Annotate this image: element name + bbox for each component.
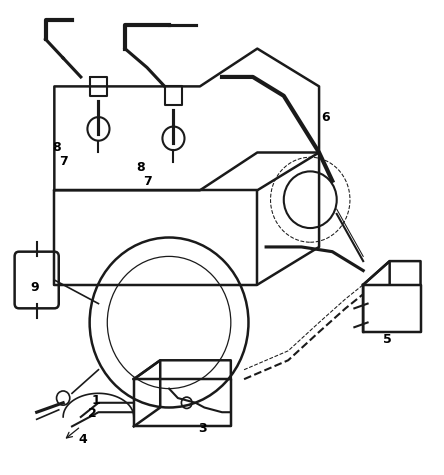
Text: 9: 9 xyxy=(30,281,39,294)
Text: 4: 4 xyxy=(79,433,87,446)
Text: 6: 6 xyxy=(321,111,330,124)
Text: 7: 7 xyxy=(59,155,67,169)
Text: 7: 7 xyxy=(143,175,152,188)
Text: 3: 3 xyxy=(198,422,206,435)
Text: 5: 5 xyxy=(383,332,392,345)
Text: 1: 1 xyxy=(92,394,101,407)
Text: 2: 2 xyxy=(87,407,96,420)
Text: 8: 8 xyxy=(52,141,61,154)
Text: 8: 8 xyxy=(136,161,145,174)
